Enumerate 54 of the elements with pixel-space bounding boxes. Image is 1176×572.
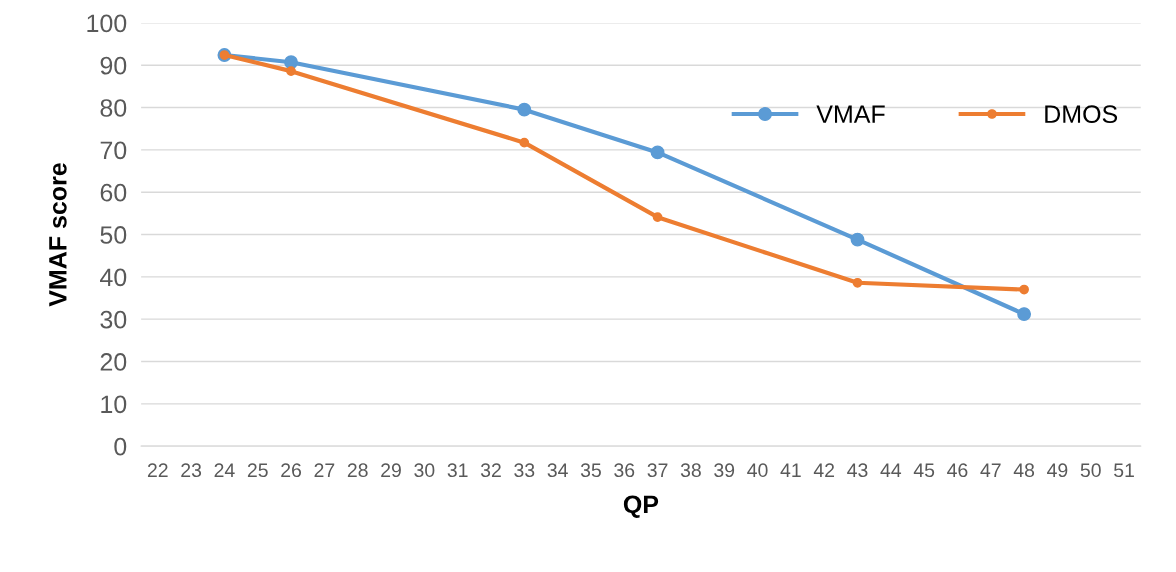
y-tick-label: 80 <box>100 99 127 117</box>
point <box>1019 284 1029 295</box>
x-tick-label: 35 <box>580 463 601 478</box>
x-tick-label: 43 <box>847 463 868 478</box>
x-tick-label: 46 <box>947 463 968 478</box>
y-tick-label: 70 <box>100 141 127 160</box>
point <box>652 212 663 223</box>
x-tick-label: 32 <box>480 463 501 478</box>
x-tick-label: 36 <box>614 463 635 478</box>
legend-label: VMAF <box>816 105 885 123</box>
y-tick-label: 20 <box>100 353 127 371</box>
x-tick-label: 40 <box>747 463 768 478</box>
x-tick-label: 48 <box>1013 463 1035 478</box>
x-tick-label: 28 <box>347 463 368 478</box>
x-tick-label: 50 <box>1080 463 1101 478</box>
x-tick-label: 37 <box>647 463 668 478</box>
x-tick-label: 38 <box>680 463 701 478</box>
x-tick-label: 22 <box>147 463 168 477</box>
x-tick-label: 25 <box>247 463 268 478</box>
point <box>1017 307 1032 322</box>
y-tick-label: 90 <box>100 56 127 75</box>
x-tick-label: 42 <box>813 463 835 477</box>
x-tick-label: 47 <box>980 463 1001 477</box>
x-tick-label: 44 <box>880 463 902 477</box>
y-tick-label: 100 <box>87 14 127 33</box>
point <box>517 102 532 117</box>
x-tick-label: 26 <box>281 463 302 478</box>
x-tick-label: 29 <box>381 463 401 478</box>
x-tick-label: 39 <box>714 463 735 478</box>
point <box>519 137 530 148</box>
y-tick-label: 60 <box>100 183 127 202</box>
x-tick-label: 34 <box>547 463 568 478</box>
x-tick-label: 49 <box>1047 463 1068 478</box>
x-tick-label: 31 <box>447 463 468 478</box>
y-tick-label: 30 <box>100 310 127 329</box>
legend-label: DMOS <box>1045 105 1118 123</box>
x-axis-title: QP <box>623 495 659 518</box>
point <box>852 277 863 288</box>
x-tick-label: 27 <box>314 463 335 477</box>
y-tick-label: 0 <box>114 437 127 456</box>
x-tick-label: 51 <box>1114 463 1134 478</box>
x-tick-label: 24 <box>214 463 235 477</box>
point <box>850 232 865 247</box>
y-axis-title: VMAF score <box>49 163 67 307</box>
y-tick-label: 10 <box>101 395 127 414</box>
point <box>650 145 665 160</box>
point <box>286 66 296 76</box>
y-tick-label: 50 <box>100 226 127 244</box>
y-tick-label: 40 <box>100 268 127 287</box>
x-tick-label: 23 <box>181 463 202 478</box>
x-tick-label: 41 <box>780 463 801 477</box>
x-tick-label: 33 <box>514 463 535 478</box>
x-tick-label: 30 <box>414 463 435 478</box>
x-tick-label: 45 <box>913 463 935 478</box>
